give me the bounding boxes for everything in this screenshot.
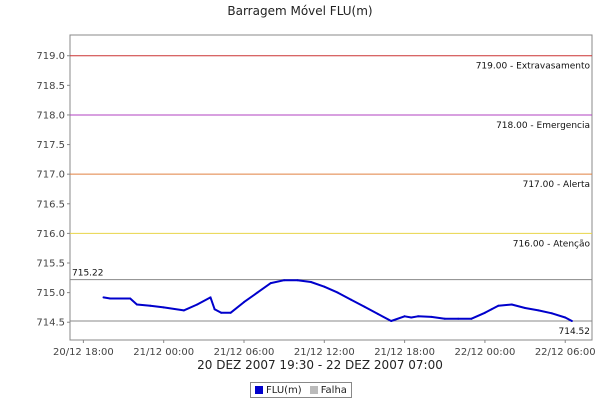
data-point [470, 317, 473, 320]
data-point [410, 316, 413, 319]
x-axis: 20/12 18:00 21/12 00:00 21/12 06:00 21/12 1… [53, 340, 596, 358]
data-point [296, 279, 299, 282]
data-point [350, 298, 353, 301]
data-point [483, 311, 486, 314]
data-point [243, 301, 245, 304]
reference-lines: 719.00 - Extravasamento 718.00 - Emergenc… [70, 55, 592, 337]
data-point [102, 296, 105, 299]
data-point [403, 315, 406, 318]
y-tick-label: 717.5 [36, 140, 65, 151]
chart-title: Barragem Móvel FLU(m) [227, 4, 372, 18]
data-point [390, 320, 393, 322]
reference-label-1: 718.00 - Emergencia [496, 121, 590, 131]
data-point [196, 303, 199, 306]
legend-label-falha: Falha [320, 384, 347, 396]
legend-item-flu[interactable]: FLU(m) [255, 385, 302, 396]
max-label: 715.22 [72, 269, 104, 279]
data-point [457, 317, 460, 320]
y-tick-label: 718.5 [36, 81, 65, 92]
y-tick-label: 715.0 [36, 288, 65, 299]
data-point [283, 279, 286, 282]
reference-label-3: 716.00 - Atenção [513, 239, 591, 249]
data-point [570, 320, 573, 322]
x-tick-label: 21/12 06:00 [214, 347, 275, 358]
y-tick-label: 718.0 [36, 110, 65, 121]
data-point [309, 281, 312, 283]
data-point [376, 312, 379, 315]
legend-item-falha[interactable]: Falha [309, 384, 347, 396]
x-tick-label: 21/12 12:00 [294, 347, 355, 358]
y-axis: 714.5 715.0 715.5 716.0 716.5 717.0 717.5 718.0… [36, 51, 70, 329]
data-point [336, 291, 339, 294]
x-tick-label: 21/12 00:00 [133, 347, 194, 358]
data-point [269, 282, 272, 285]
data-point [323, 285, 326, 288]
y-tick-label: 717.0 [36, 170, 65, 181]
data-point [213, 308, 216, 311]
plot-area [69, 34, 593, 341]
x-tick-label: 21/12 18:00 [374, 347, 435, 358]
data-point [443, 317, 446, 320]
data-point [229, 311, 232, 314]
y-tick-label: 714.5 [36, 318, 65, 329]
legend: FLU(m) Falha [250, 382, 352, 398]
x-tick-label: 20/12 18:00 [53, 347, 114, 358]
x-axis-title: 20 DEZ 2007 19:30 - 22 DEZ 2007 07:00 [197, 358, 443, 372]
data-point [550, 312, 553, 315]
legend-swatch-falha [309, 386, 318, 394]
data-point [430, 315, 433, 318]
series-line-0 [103, 279, 573, 322]
y-tick-label: 719.0 [36, 51, 65, 62]
y-tick-label: 715.5 [36, 259, 65, 270]
data-point [490, 308, 493, 311]
data-point [537, 309, 540, 312]
reference-label-0: 719.00 - Extravasamento [476, 62, 591, 72]
data-point [209, 296, 212, 299]
data-point [363, 305, 366, 308]
data-point [220, 311, 223, 314]
data-point [564, 316, 567, 319]
data-point [256, 291, 259, 294]
data-point [129, 297, 132, 300]
data-point [417, 315, 419, 318]
series-layer [102, 279, 573, 322]
data-point [149, 304, 152, 307]
x-tick-label: 22/12 06:00 [535, 347, 596, 358]
data-point [109, 297, 112, 300]
reference-label-2: 717.00 - Alerta [523, 180, 590, 190]
min-label: 714.52 [559, 327, 591, 337]
legend-label-flu: FLU(m) [266, 384, 302, 396]
y-tick-label: 716.5 [36, 199, 65, 210]
legend-swatch-flu [255, 386, 263, 394]
x-tick-label: 22/12 00:00 [455, 347, 516, 358]
data-point [182, 309, 185, 312]
data-point [497, 304, 500, 307]
data-point [524, 307, 527, 309]
y-tick-label: 716.0 [36, 229, 65, 240]
data-point [510, 303, 513, 306]
data-point [135, 303, 138, 306]
data-point [162, 306, 165, 309]
